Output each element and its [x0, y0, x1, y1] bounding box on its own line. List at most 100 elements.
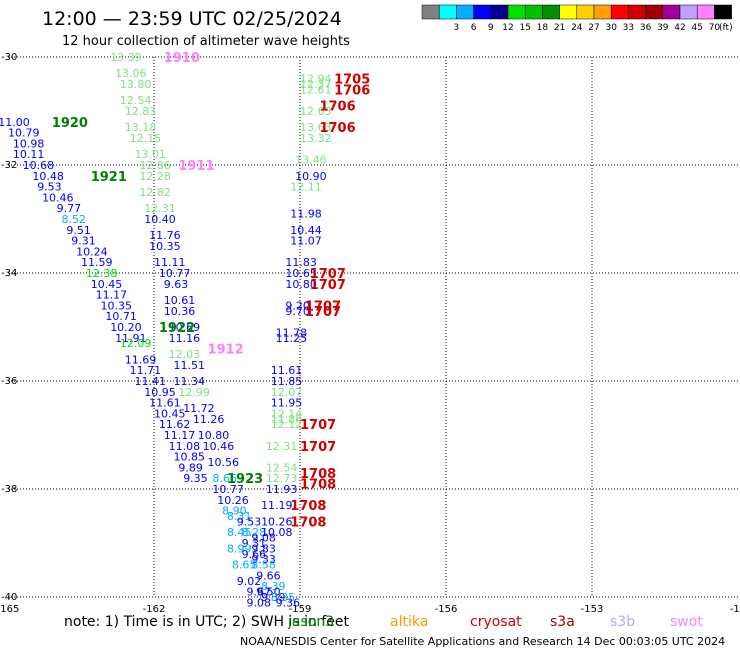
wave-height-value: 11.72 [183, 402, 215, 415]
wave-height-value: 12.31 [144, 202, 176, 215]
wave-height-value: 10.44 [290, 224, 322, 237]
satellite-s3a: s3a [550, 614, 575, 630]
wave-height-value: 12.15 [130, 132, 162, 145]
colorbar-swatch [593, 4, 612, 20]
wave-height-value: 11.08 [169, 440, 201, 453]
x-tick-label: -153 [581, 604, 604, 615]
colorbar-swatch [524, 4, 543, 20]
wave-height-value: 12.14 [271, 407, 303, 420]
colorbar-swatch [662, 4, 681, 20]
wave-height-value: 11.76 [149, 229, 181, 242]
colorbar-tick-label: 24 [571, 23, 583, 33]
colorbar-tick-label: 12 [502, 23, 513, 33]
colorbar-swatch [714, 4, 732, 20]
satellite-swot: swot [670, 614, 703, 630]
wave-height-value: 11.19 [261, 499, 293, 512]
wave-height-value: 11.61 [271, 364, 303, 377]
wave-height-value: 9.53 [37, 181, 62, 194]
wave-height-value: 8.45 [227, 526, 252, 539]
wave-height-value: 9.36 [276, 596, 301, 609]
colorbar-swatch [438, 4, 457, 20]
wave-height-value: 8.31 [227, 510, 252, 523]
wave-height-value: 12.28 [139, 170, 171, 183]
wave-height-value: 11.59 [81, 256, 113, 269]
wave-height-value: 8.52 [62, 213, 87, 226]
wave-height-value: 8.35 [271, 591, 296, 604]
wave-height-value: 11.61 [149, 397, 181, 410]
pass-label: 1921 [91, 170, 127, 185]
colorbar-tick-label: 15 [519, 23, 530, 33]
colorbar-tick-label: 36 [640, 23, 652, 33]
pass-label: 1706 [319, 121, 355, 136]
colorbar-swatch [576, 4, 595, 20]
footer-credit: NOAA/NESDIS Center for Satellite Applica… [240, 635, 725, 648]
satellite-cryosat: cryosat [470, 614, 522, 630]
colorbar-tick-label: 21 [554, 23, 565, 33]
colorbar-tick-label: 27 [588, 23, 599, 33]
wave-height-value: 10.40 [144, 213, 176, 226]
colorbar-tick-label: 45 [691, 23, 702, 33]
wave-height-value: 10.80 [285, 278, 317, 291]
wave-height-value: 8.58 [251, 559, 275, 572]
colorbar-tick-label: 9 [488, 23, 494, 33]
wave-height-value: 8.28 [242, 526, 267, 539]
wave-height-value: 11.34 [173, 375, 205, 388]
wave-height-value: 10.85 [173, 451, 205, 464]
wave-height-value: 10.46 [42, 191, 74, 204]
colorbar-tick-label: 30 [605, 23, 617, 33]
wave-height-value: 9.39 [261, 591, 286, 604]
colorbar-tick-label: 33 [623, 23, 634, 33]
wave-height-value: 9.31 [71, 235, 96, 248]
wave-height-value: 11.85 [271, 375, 303, 388]
wave-height-value: 13.06 [115, 67, 147, 80]
pass-label: 1923 [227, 472, 263, 487]
wave-height-value: 9.50 [256, 586, 281, 599]
y-tick-label: -40 [1, 592, 17, 603]
axis-ticks: -165 -162 -159 -156 -153 -15 -30 -32 -34 -36 -38 -4… [0, 52, 740, 615]
wave-height-value: 12.54 [120, 94, 152, 107]
wave-height-value: 11.69 [125, 353, 157, 366]
wave-height-value: 12.82 [139, 186, 171, 199]
wave-height-value: 12.54 [266, 461, 298, 474]
pass-label: 1708 [300, 467, 336, 482]
colorbar-swatch [490, 4, 509, 20]
wave-height-value: 10.36 [164, 305, 196, 318]
satellite-jason3: jason3 [287, 614, 334, 630]
wave-height-value: 10.08 [261, 526, 293, 539]
wave-height-value: 10.35 [149, 240, 181, 253]
wave-height-value: 10.61 [164, 294, 196, 307]
satellite-legend: jason3 altika cryosat s3a s3b swot [287, 614, 703, 630]
wave-height-value: 11.86 [271, 413, 303, 426]
colorbar-tick-label: 3 [454, 23, 460, 33]
pass-labels: 1910192019111921192219121923170517061706… [52, 51, 370, 530]
x-tick-label: -165 [0, 604, 19, 615]
wave-height-value: 10.80 [198, 429, 230, 442]
wave-height-value: 8.99 [227, 542, 252, 555]
wave-height-value: 10.48 [32, 170, 64, 183]
wave-height-value: 10.56 [208, 456, 240, 469]
wave-height-value: 10.98 [13, 137, 45, 150]
pass-label: 1706 [334, 83, 370, 98]
wave-height-value: 11.25 [276, 332, 308, 345]
wave-height-value: 13.39 [110, 51, 142, 64]
pass-label: 1707 [305, 299, 341, 314]
colorbar-swatch [507, 4, 526, 20]
pass-label: 1707 [300, 440, 336, 455]
wave-height-value: 10.65 [285, 267, 317, 280]
y-tick-label: -32 [1, 160, 17, 171]
y-tick-label: -30 [1, 52, 17, 63]
pass-label: 1706 [319, 100, 355, 115]
wave-height-value: 11.95 [271, 397, 303, 410]
colorbar-swatch [628, 4, 646, 20]
wave-height-value: 10.90 [295, 170, 327, 183]
wave-height-value: 8.65 [232, 559, 257, 572]
wave-height-value: 11.78 [276, 326, 308, 339]
colorbar-swatch [473, 4, 492, 20]
wave-height-value: 12.63 [300, 105, 332, 118]
wave-height-value: 13.01 [135, 148, 167, 161]
colorbar-tick-label: 70 [709, 23, 721, 33]
wave-height-value: 12.83 [125, 105, 157, 118]
wave-height-value: 9.53 [237, 515, 262, 528]
wave-height-value: 13.80 [120, 78, 152, 91]
